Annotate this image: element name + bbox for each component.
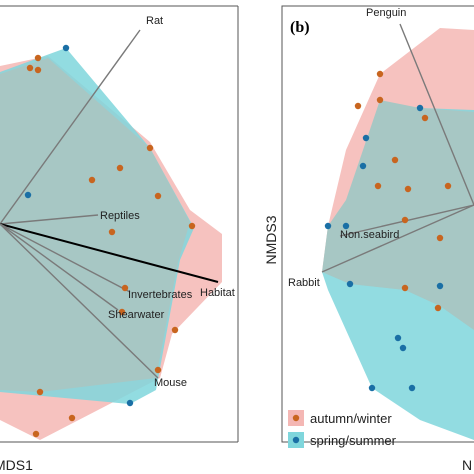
point-autumn-winter-a-11 xyxy=(171,326,179,334)
point-spring-summer-a-0 xyxy=(62,44,70,52)
point-spring-summer-b-9 xyxy=(368,384,376,392)
legend: autumn/winter spring/summer xyxy=(288,410,397,448)
point-autumn-winter-b-2 xyxy=(354,102,362,110)
point-autumn-winter-b-3 xyxy=(421,114,429,122)
legend-label-spring-summer: spring/summer xyxy=(310,433,397,448)
point-autumn-winter-b-1 xyxy=(376,96,384,104)
point-autumn-winter-a-6 xyxy=(154,192,162,200)
point-autumn-winter-b-11 xyxy=(434,304,442,312)
vector-label-invertebrates: Invertebrates xyxy=(128,289,193,301)
vector-mouse-line xyxy=(0,223,159,379)
point-spring-summer-b-2 xyxy=(359,162,367,170)
legend-label-autumn-winter: autumn/winter xyxy=(310,411,392,426)
point-spring-summer-b-4 xyxy=(342,222,350,230)
vector-rat-line xyxy=(0,29,141,225)
vector-label-rat: Rat xyxy=(146,15,163,27)
vector-rabbit-line xyxy=(321,204,474,273)
vector-shearwater-line xyxy=(0,223,119,311)
vector-label-rabbit: Rabbit xyxy=(288,277,320,289)
point-autumn-winter-a-0 xyxy=(26,64,34,72)
legend-dot-autumn-winter xyxy=(292,414,300,422)
vector-invertebrates-line xyxy=(0,223,131,293)
point-autumn-winter-a-14 xyxy=(68,414,76,422)
hull-overlap-a xyxy=(0,58,190,392)
point-autumn-winter-b-7 xyxy=(444,182,452,190)
point-spring-summer-b-5 xyxy=(436,282,444,290)
point-autumn-winter-b-5 xyxy=(374,182,382,190)
point-autumn-winter-b-10 xyxy=(401,284,409,292)
vector-label-non-seabird: Non.seabird xyxy=(340,229,399,241)
point-autumn-winter-a-15 xyxy=(32,430,40,438)
vector-label-mouse: Mouse xyxy=(154,377,187,389)
point-autumn-winter-a-12 xyxy=(154,366,162,374)
point-autumn-winter-b-4 xyxy=(391,156,399,164)
point-autumn-winter-a-8 xyxy=(108,228,116,236)
point-autumn-winter-a-7 xyxy=(188,222,196,230)
vector-habitat-line xyxy=(0,223,219,283)
point-autumn-winter-a-13 xyxy=(36,388,44,396)
point-autumn-winter-a-4 xyxy=(88,176,96,184)
point-spring-summer-b-3 xyxy=(324,222,332,230)
vector-penguin-line xyxy=(399,23,474,206)
point-spring-summer-b-8 xyxy=(399,344,407,352)
point-spring-summer-b-6 xyxy=(346,280,354,288)
point-spring-summer-a-1 xyxy=(24,191,32,199)
panel-a: Rat Reptiles Habitat Invertebrates Shearwate… xyxy=(0,15,235,473)
point-autumn-winter-b-0 xyxy=(376,70,384,78)
y-axis-title-b: NMDS3 xyxy=(263,215,279,264)
point-autumn-winter-b-8 xyxy=(401,216,409,224)
point-spring-summer-b-7 xyxy=(394,334,402,342)
vector-label-habitat: Habitat xyxy=(200,287,235,299)
hull-overlap-b xyxy=(322,100,474,330)
vector-label-penguin: Penguin xyxy=(366,7,406,19)
vector-label-reptiles: Reptiles xyxy=(100,210,140,222)
point-autumn-winter-b-9 xyxy=(436,234,444,242)
point-autumn-winter-a-5 xyxy=(146,144,154,152)
x-axis-title-a: MDS1 xyxy=(0,457,33,473)
point-autumn-winter-a-3 xyxy=(116,164,124,172)
point-spring-summer-b-0 xyxy=(416,104,424,112)
vector-reptiles-line xyxy=(0,214,99,225)
point-autumn-winter-a-9 xyxy=(121,284,129,292)
x-axis-title-b: N xyxy=(462,457,472,473)
legend-dot-spring-summer xyxy=(292,436,300,444)
point-autumn-winter-a-2 xyxy=(34,66,42,74)
point-autumn-winter-a-10 xyxy=(118,308,126,316)
panel-tag-b: (b) xyxy=(290,19,310,36)
point-spring-summer-a-2 xyxy=(126,399,134,407)
point-spring-summer-b-1 xyxy=(362,134,370,142)
panel-b: Penguin Non.seabird Rabbit (b) NMDS3 N aut… xyxy=(263,7,474,473)
point-autumn-winter-b-6 xyxy=(404,185,412,193)
point-autumn-winter-a-1 xyxy=(34,54,42,62)
point-spring-summer-b-10 xyxy=(408,384,416,392)
vector-label-shearwater: Shearwater xyxy=(108,309,165,321)
